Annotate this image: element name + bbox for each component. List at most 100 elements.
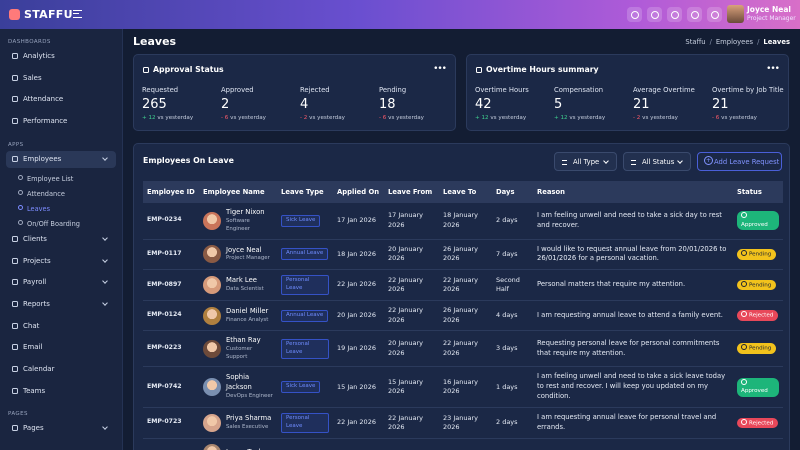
- sidebar-item[interactable]: Projects: [12, 257, 51, 265]
- sidebar-subitem[interactable]: Leaves: [18, 205, 50, 213]
- user-name[interactable]: Joyce Neal: [747, 5, 791, 14]
- sidebar-item[interactable]: Attendance: [12, 95, 63, 103]
- stat-footer: - 2 vs yesterday: [300, 115, 379, 121]
- days: 4 days: [492, 300, 533, 331]
- sidebar-item[interactable]: Clients: [12, 235, 47, 243]
- sidebar-subitem[interactable]: Employee List: [18, 175, 73, 183]
- sidebar-item[interactable]: Teams: [12, 387, 45, 395]
- leave-type-cell: Annual Leave: [277, 300, 333, 331]
- menu-toggle[interactable]: [73, 10, 82, 18]
- stat-label: Requested: [142, 86, 179, 94]
- applied-on: 19 Jan 2026: [333, 330, 384, 368]
- employee-role: Sales Executive: [226, 423, 269, 430]
- topbar: STAFFU Joyce Neal Project Manager: [0, 0, 800, 29]
- nav-label: Attendance: [23, 95, 64, 104]
- user-role: Project Manager: [747, 15, 796, 22]
- theme-button[interactable]: [647, 7, 662, 22]
- employee-id: EMP-0897: [143, 269, 199, 302]
- column-header: Leave Type: [277, 181, 333, 203]
- table-row: Laura Taylor: [143, 438, 783, 450]
- leave-type-badge: Annual Leave: [281, 309, 329, 322]
- status-filter[interactable]: All Status: [623, 152, 691, 171]
- sidebar-section-title: PAGES: [8, 411, 28, 418]
- card-title: Overtime Hours summary: [476, 65, 599, 74]
- stat-label: Pending: [379, 86, 407, 94]
- sidebar-item[interactable]: Performance: [12, 117, 67, 125]
- stat-label: Overtime by Job Title: [712, 86, 784, 94]
- stat: Pending 18 - 6 vs yesterday: [379, 86, 458, 121]
- sidebar-item[interactable]: Sales: [12, 74, 42, 82]
- nav-icon: [12, 387, 18, 394]
- logo[interactable]: STAFFU: [24, 8, 73, 21]
- leave-to: 26 January 2026: [439, 239, 492, 271]
- nav-icon: [12, 155, 18, 162]
- nav-label: Attendance: [27, 189, 65, 198]
- nav-label: Leaves: [27, 204, 51, 213]
- employee-text: Priya Sharma Sales Executive: [226, 414, 271, 432]
- sidebar-item[interactable]: Employees: [12, 155, 61, 163]
- nav-icon: [12, 257, 18, 264]
- nav-icon: [12, 322, 18, 329]
- leave-type-cell: Annual Leave: [277, 239, 333, 271]
- sidebar-item[interactable]: Email: [12, 343, 42, 351]
- employee-name: Laura Taylor: [226, 448, 267, 450]
- status-cell: Rejected: [733, 300, 783, 331]
- stat-footer: - 2 vs yesterday: [633, 115, 712, 121]
- sidebar-subitem[interactable]: On/Off Boarding: [18, 220, 80, 228]
- sidebar-item[interactable]: Calendar: [12, 365, 54, 373]
- employee-cell: Tiger Nixon Software Engineer: [199, 203, 277, 240]
- settings-button[interactable]: [687, 7, 702, 22]
- employee-text: Laura Taylor: [226, 448, 267, 450]
- employee-text: Tiger Nixon Software Engineer: [226, 208, 273, 234]
- card-title-text: Approval Status: [153, 65, 224, 74]
- chevron: [102, 424, 108, 431]
- leave-type-badge: Personal Leave: [281, 413, 329, 433]
- table-row: EMP-0117 Joyce Neal Project Manager Annual …: [143, 239, 783, 271]
- sidebar-item[interactable]: Pages: [12, 424, 44, 432]
- leave-type-cell: Personal Leave: [277, 407, 333, 439]
- breadcrumb-item[interactable]: Employees: [715, 38, 754, 46]
- sidebar-item[interactable]: Analytics: [12, 52, 55, 60]
- logo-mark: [9, 9, 20, 20]
- leave-type-badge: Annual Leave: [281, 248, 329, 261]
- employee-name: Sophia Jackson: [226, 373, 252, 392]
- stat: Rejected 4 - 2 vs yesterday: [300, 86, 379, 121]
- stat-label: Compensation: [554, 86, 604, 94]
- nav-label: Sales: [23, 73, 42, 82]
- days: Second Half: [492, 269, 533, 302]
- leave-type-cell: Sick Leave: [277, 203, 333, 240]
- stat-value: 21: [633, 97, 650, 112]
- status-cell: Pending: [733, 269, 783, 302]
- user-avatar[interactable]: [727, 5, 744, 23]
- employee-name: Mark Lee: [226, 276, 257, 285]
- employee-text: Joyce Neal Project Manager: [226, 246, 270, 264]
- notifications-button[interactable]: [707, 7, 722, 22]
- status-cell: Rejected: [733, 407, 783, 439]
- sidebar-subitem[interactable]: Attendance: [18, 190, 65, 198]
- reason: I am feeling unwell and need to take a s…: [533, 366, 733, 408]
- reason: I am feeling unwell and need to take a s…: [533, 203, 733, 240]
- table-title: Employees On Leave: [143, 156, 234, 165]
- sidebar-item[interactable]: Payroll: [12, 278, 46, 286]
- status-badge: Rejected: [737, 310, 779, 321]
- add-leave-button[interactable]: Add Leave Request: [697, 152, 782, 171]
- sidebar-item[interactable]: Reports: [12, 300, 50, 308]
- type-filter[interactable]: All Type: [554, 152, 617, 171]
- nav-label: Employee List: [27, 174, 74, 183]
- employee-cell: Mark Lee Data Scientist: [199, 269, 277, 302]
- employee-cell: Laura Taylor: [199, 438, 277, 450]
- card-menu[interactable]: [433, 64, 446, 74]
- search-button[interactable]: [627, 7, 642, 22]
- breadcrumb-item[interactable]: Staffu: [685, 38, 706, 46]
- fullscreen-button[interactable]: [667, 7, 682, 22]
- card-menu[interactable]: [766, 64, 779, 74]
- sidebar-item[interactable]: Chat: [12, 322, 39, 330]
- breadcrumb-separator: /: [757, 38, 760, 46]
- applied-on: 18 Jan 2026: [333, 239, 384, 271]
- stat-change: - 2: [300, 115, 308, 121]
- table-row: EMP-0897 Mark Lee Data Scientist Personal L…: [143, 269, 783, 302]
- nav-label: Pages: [23, 424, 44, 433]
- leave-from: 22 January 2026: [384, 407, 439, 439]
- reason: [533, 438, 733, 450]
- leave-table-card: Employees On Leave All Type All Status A…: [133, 143, 790, 450]
